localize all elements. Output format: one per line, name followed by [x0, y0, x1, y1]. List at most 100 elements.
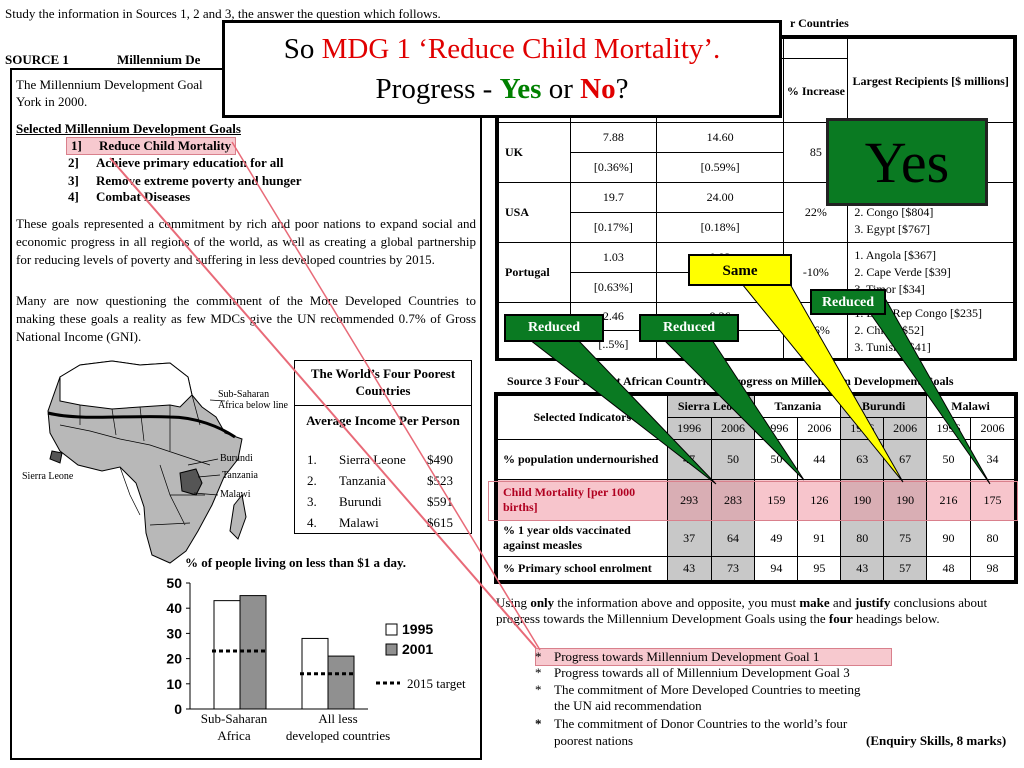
poorest-countries-box: The World’s Four Poorest Countries Avera… — [294, 360, 472, 534]
data-cell: 44 — [797, 439, 842, 481]
poorest-country: Sierra Leone — [339, 452, 406, 467]
poorest-income: $591 — [427, 494, 453, 509]
value-cell: 1.03 — [569, 242, 657, 273]
recipient: 3. Egypt [$767] — [854, 222, 931, 236]
poorest-income: $490 — [427, 452, 453, 467]
goal-4-num: 4] — [68, 189, 79, 204]
goal-2-num: 2] — [68, 155, 79, 170]
percent-cell: [0.36%] — [569, 152, 657, 183]
data-cell: 34 — [969, 439, 1016, 481]
data-cell: 49 — [754, 519, 799, 557]
y-tick-label: 20 — [166, 651, 182, 667]
africa-map: Sub-Saharan Africa below line Burundi Ta… — [20, 355, 290, 570]
map-label-sierra-leone: Sierra Leone — [22, 471, 74, 482]
legend-label-1995: 1995 — [402, 621, 433, 637]
data-cell: 67 — [883, 439, 928, 481]
reduced-tag-sierra-leone: Reduced — [504, 314, 604, 342]
x-category-label: Sub-Saharan — [201, 711, 268, 726]
percent-cell: [0.17%] — [569, 212, 657, 243]
data-cell: 48 — [926, 555, 971, 582]
poorest-num: 3. — [307, 494, 317, 509]
yes-answer-box: Yes — [826, 118, 988, 206]
country-cell: Portugal — [498, 242, 571, 303]
source1-label: SOURCE 1 — [5, 52, 69, 67]
reduced-tag-tanzania: Reduced — [639, 314, 739, 342]
country-header: Malawi — [926, 394, 1015, 419]
goals-paragraph: These goals represented a commitment by … — [16, 216, 476, 267]
value-cell: 24.00 — [655, 182, 785, 213]
table-row: % 1 year olds vaccinated against measles… — [497, 519, 1016, 557]
legend-target-label: 2015 target — [407, 676, 466, 691]
marks-label: (Enquiry Skills, 8 marks) — [866, 733, 1007, 748]
percent-cell: [0.18%] — [655, 212, 785, 243]
data-cell: 75 — [883, 519, 928, 557]
goal-4-label: Combat Diseases — [96, 189, 191, 204]
data-cell: 50 — [926, 439, 971, 481]
map-label-burundi: Burundi — [220, 453, 253, 464]
poverty-bar-chart-svg: 0 10 20 30 40 50 Sub-Saharan Africa All less deve… — [166, 575, 466, 743]
data-cell: 64 — [710, 519, 756, 557]
poverty-bar-chart: 0 10 20 30 40 50 Sub-Saharan Africa All less deve… — [150, 572, 480, 762]
year-header: 1996 — [754, 417, 799, 441]
goal-1-label: Reduce Child Mortality — [99, 138, 232, 153]
data-cell: 95 — [797, 555, 842, 582]
indicator-label: Child Mortality [per 1000 births] — [497, 479, 668, 521]
y-tick-label: 10 — [166, 676, 182, 692]
country-cell: UK — [498, 122, 571, 183]
mdg-paragraph-line2: York in 2000. — [16, 94, 88, 109]
source1-title: Millennium De — [116, 52, 201, 67]
same-tag-burundi: Same — [688, 254, 792, 286]
data-cell: 283 — [710, 479, 756, 521]
year-header: 2006 — [797, 417, 842, 441]
poorest-num: 4. — [307, 515, 317, 530]
bar-1995-0 — [213, 600, 241, 710]
recipient: 1. Angola [$367] — [854, 248, 937, 262]
data-cell: 126 — [797, 479, 842, 521]
value-cell: 19.7 — [569, 182, 657, 213]
source3-heading: Source 3 Four Poorest African Countries … — [507, 374, 954, 388]
year-header: 2006 — [969, 417, 1016, 441]
data-cell: 216 — [926, 479, 971, 521]
data-cell: 90 — [926, 519, 971, 557]
intro-instructions: Study the information in Sources 1, 2 an… — [5, 6, 441, 21]
indicator-label: % Primary school enrolment — [497, 555, 668, 582]
header-recipients: Largest Recipients [$ millions] — [847, 38, 1014, 123]
legend-swatch-2001 — [385, 643, 398, 656]
map-label-sub-saharan: Sub-Saharan Africa below line — [218, 389, 288, 411]
data-cell: 50 — [710, 439, 756, 481]
source3-table-frame: Selected Indicators Sierra Leone Tanzani… — [494, 392, 1018, 584]
task-paragraph: Using only the information above and opp… — [496, 595, 988, 626]
mdg-paragraph-line1: The Millennium Development Goal — [16, 77, 203, 92]
table-row: % population undernourished 47 50 50 44 … — [497, 439, 1016, 481]
value-cell: 7.88 — [569, 122, 657, 153]
slide-title-box: So MDG 1 ‘Reduce Child Mortality’. Progr… — [222, 20, 782, 118]
data-cell: 43 — [840, 555, 885, 582]
goal-4: 4] Combat Diseases — [68, 189, 190, 205]
country-header: Sierra Leone — [666, 394, 756, 419]
y-tick-label: 0 — [174, 701, 182, 717]
y-tick-label: 30 — [166, 625, 182, 641]
indicator-label: % 1 year olds vaccinated against measles — [497, 519, 668, 557]
table-row-child-mortality: Child Mortality [per 1000 births] 293 28… — [497, 479, 1016, 521]
poorest-num: 1. — [307, 452, 317, 467]
data-cell: 37 — [666, 519, 712, 557]
goal-3: 3] Remove extreme poverty and hunger — [68, 173, 302, 189]
y-tick-label: 40 — [166, 600, 182, 616]
country-header: Burundi — [840, 394, 928, 419]
goal-2-label: Achieve primary education for all — [96, 155, 284, 170]
commitment-paragraph: Many are now questioning the commitment … — [16, 293, 476, 344]
poorest-title: The World’s Four Poorest Countries — [310, 366, 456, 398]
source3-table: Selected Indicators Sierra Leone Tanzani… — [497, 394, 1016, 582]
data-cell: 175 — [969, 479, 1016, 521]
data-cell: 50 — [754, 439, 799, 481]
data-cell: 73 — [710, 555, 756, 582]
y-tick-label: 50 — [166, 575, 182, 591]
slide-title-line1: So MDG 1 ‘Reduce Child Mortality’. — [283, 33, 721, 65]
reduced-tag-malawi: Reduced — [810, 289, 886, 315]
data-cell: 80 — [969, 519, 1016, 557]
goal-3-num: 3] — [68, 173, 79, 188]
year-header: 1996 — [840, 417, 885, 441]
recipient: 2. China [$52] — [854, 323, 925, 337]
slide-title-line2: Progress - Yes or No? — [375, 73, 629, 105]
poorest-income: $523 — [427, 473, 453, 488]
